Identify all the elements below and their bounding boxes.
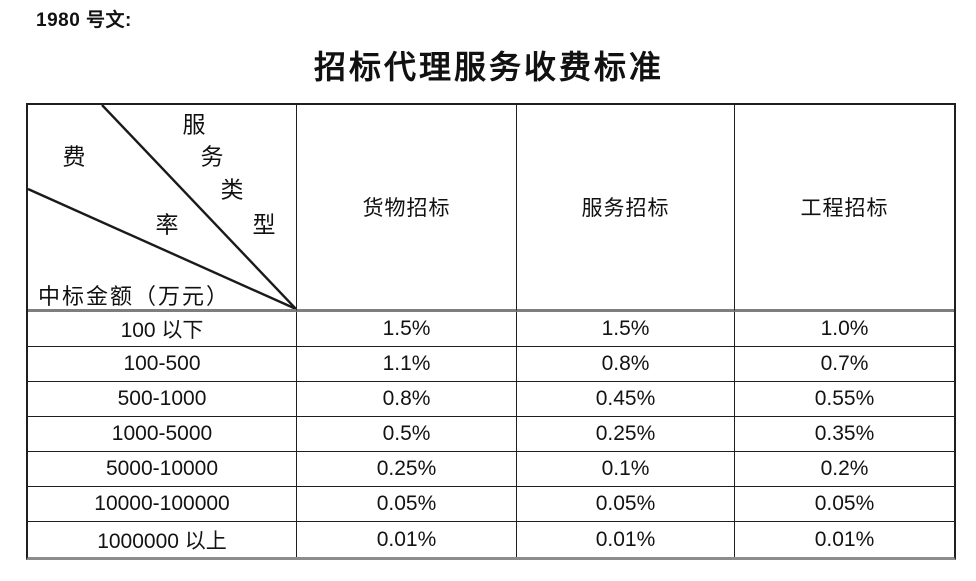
row-label: 1000-5000 <box>28 417 297 452</box>
fee-cell: 1.5% <box>297 312 517 347</box>
fee-cell: 0.2% <box>735 452 954 487</box>
fee-cell: 0.05% <box>297 487 517 522</box>
row-label: 1000000 以上 <box>28 522 297 557</box>
column-header-goods: 货物招标 <box>297 105 517 312</box>
row-label: 100 以下 <box>28 312 297 347</box>
corner-cell-axis-char: 率 <box>155 212 179 238</box>
fee-cell: 0.8% <box>517 347 735 382</box>
row-label: 10000-100000 <box>28 487 297 522</box>
corner-column-axis-char: 型 <box>252 212 276 238</box>
fee-cell: 0.01% <box>297 522 517 557</box>
fee-cell: 0.1% <box>517 452 735 487</box>
column-header-engineering: 工程招标 <box>735 105 954 312</box>
corner-header-cell: 服 务 类 型 费 率 中标金额（万元） <box>28 105 297 312</box>
corner-column-axis-char: 服 <box>182 112 206 138</box>
doc-number-label: 1980 号文: <box>36 10 132 31</box>
corner-cell-axis-char: 费 <box>62 144 86 170</box>
row-label: 5000-10000 <box>28 452 297 487</box>
corner-column-axis-char: 类 <box>220 177 244 203</box>
diagonal-divider-lines <box>28 105 296 309</box>
fee-cell: 0.01% <box>814 527 875 551</box>
fee-cell: 0.7% <box>735 347 954 382</box>
page-title: 招标代理服务收费标准 <box>313 49 664 85</box>
row-label: 100-500 <box>28 347 297 382</box>
fee-cell: 1.5% <box>517 312 735 347</box>
corner-column-axis-char: 务 <box>200 144 224 170</box>
fee-table: 服 务 类 型 费 率 中标金额（万元） 货物招标 服务招标 工程招标 100 … <box>26 103 956 560</box>
fee-cell: 0.05% <box>517 487 735 522</box>
fee-cell: 0.5% <box>297 417 517 452</box>
fee-cell: 0.25% <box>297 452 517 487</box>
row-label: 500-1000 <box>28 382 297 417</box>
fee-cell: 0.25% <box>517 417 735 452</box>
fee-cell: 0.45% <box>517 382 735 417</box>
fee-cell: 0.35% <box>735 417 954 452</box>
fee-cell: 0.8% <box>297 382 517 417</box>
fee-cell: 0.05% <box>735 487 954 522</box>
fee-cell: 1.0% <box>735 312 954 347</box>
fee-cell: 0.01% <box>517 522 735 557</box>
column-header-services: 服务招标 <box>517 105 735 312</box>
corner-row-axis-label: 中标金额（万元） <box>38 284 231 309</box>
fee-cell: 0.55% <box>735 382 954 417</box>
fee-cell: 1.1% <box>297 347 517 382</box>
